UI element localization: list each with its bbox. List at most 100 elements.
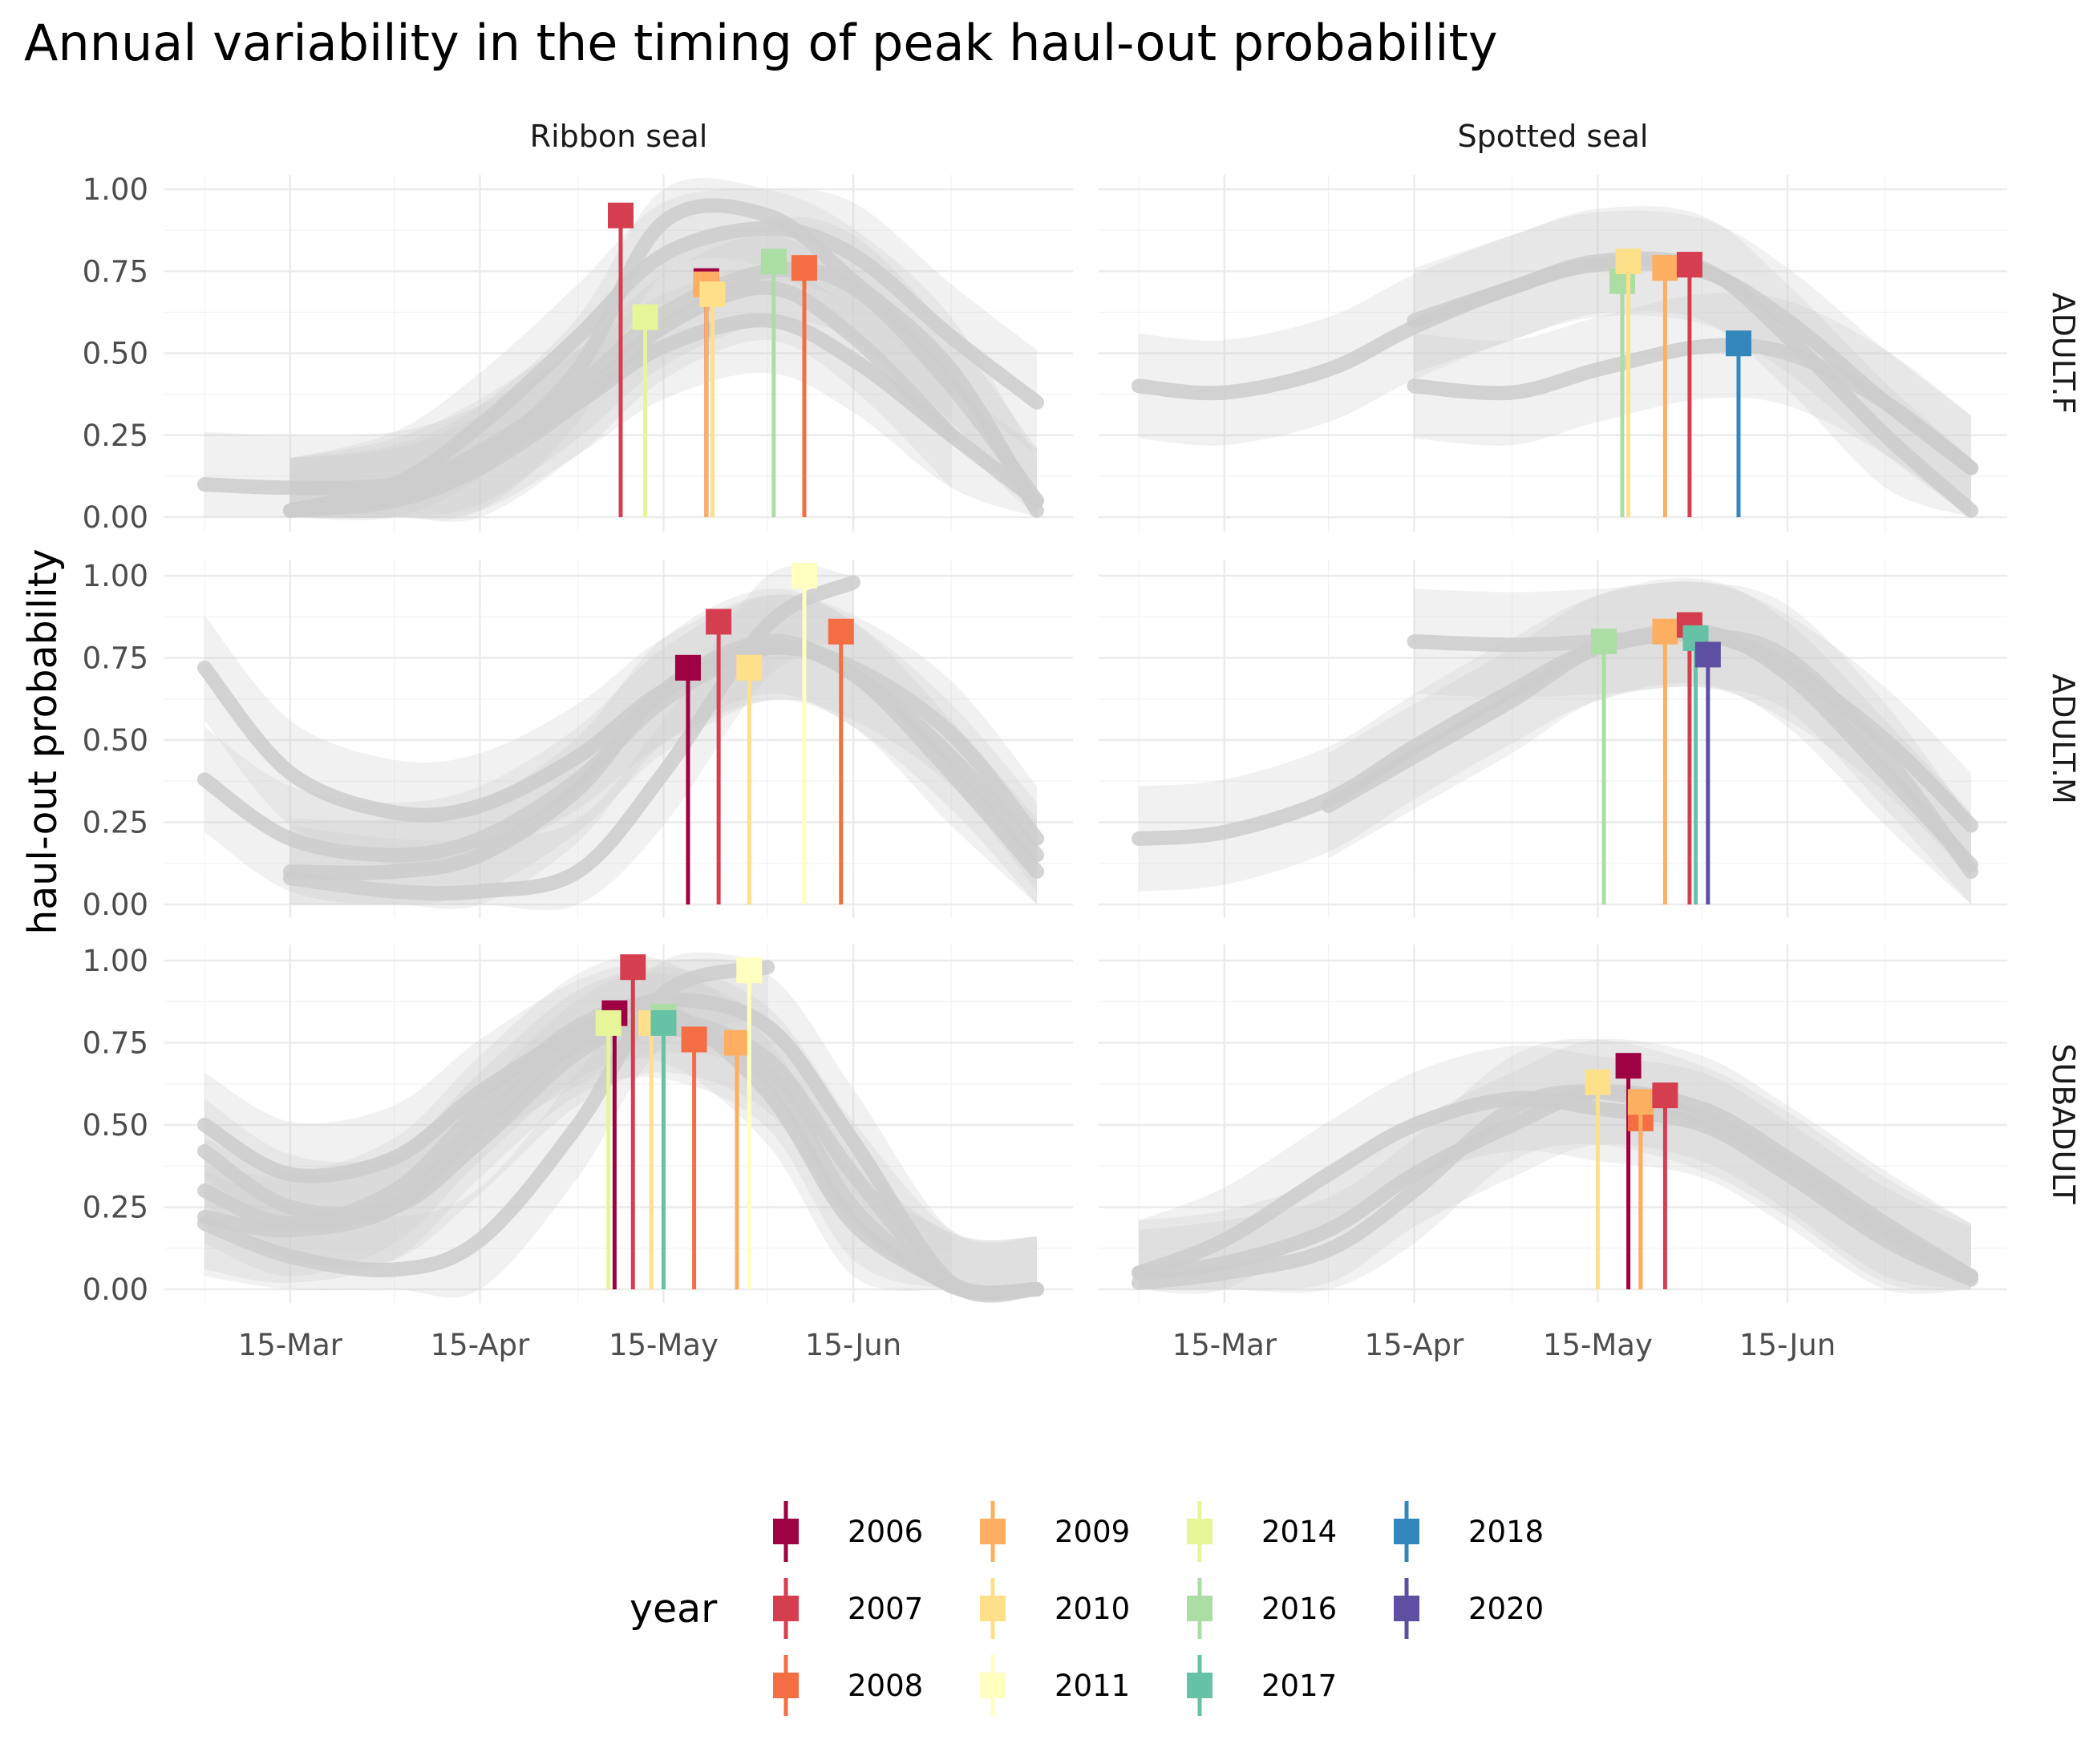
smoothed-curve bbox=[197, 313, 1044, 508]
panel-spotted-seal-adult-f bbox=[1099, 175, 2007, 532]
x-tick-label: 15-Apr bbox=[431, 1328, 530, 1362]
y-tick-label: 1.00 bbox=[83, 172, 148, 207]
legend-item-2007: 2007 bbox=[773, 1578, 923, 1639]
legend-key-marker bbox=[773, 1519, 799, 1544]
legend-item-2011: 2011 bbox=[980, 1655, 1130, 1716]
legend-label: 2018 bbox=[1468, 1515, 1544, 1549]
panel-spotted-seal-adult-m bbox=[1099, 560, 2007, 918]
peak-marker-2008 bbox=[791, 255, 817, 281]
y-tick-label: 1.00 bbox=[83, 944, 148, 978]
peak-marker-2007 bbox=[1652, 1082, 1678, 1109]
peak-marker-2010 bbox=[1585, 1069, 1611, 1095]
confidence-ribbon bbox=[1414, 581, 1971, 904]
y-tick-label: 0.50 bbox=[83, 337, 148, 371]
peak-marker-2017 bbox=[650, 1009, 677, 1036]
legend-item-2010: 2010 bbox=[980, 1578, 1130, 1639]
confidence-ribbon bbox=[289, 178, 1037, 520]
y-tick-label: 0.00 bbox=[83, 500, 148, 535]
peak-marker-2009 bbox=[1652, 618, 1678, 645]
confidence-ribbon bbox=[289, 564, 853, 911]
smoothed-curve bbox=[282, 633, 1044, 880]
confidence-ribbon bbox=[1139, 210, 1971, 517]
legend-label: 2010 bbox=[1055, 1592, 1130, 1626]
smoothed-curve bbox=[1132, 1084, 1978, 1290]
peak-marker-2008 bbox=[828, 618, 854, 645]
smoothed-curve bbox=[282, 221, 1044, 518]
legend-key-marker bbox=[980, 1596, 1006, 1621]
smoothed-curve bbox=[197, 640, 1044, 879]
legend-label: 2007 bbox=[848, 1592, 923, 1626]
peak-marker-2016 bbox=[1591, 629, 1617, 654]
legend-item-2008: 2008 bbox=[773, 1655, 923, 1716]
panel-ribbon-seal-subadult: 0.00 0.25 0.50 0.75 1.00 15-Mar 15-Apr 15-May 15… bbox=[83, 944, 1073, 1362]
y-tick-label: 0.50 bbox=[83, 723, 148, 758]
peak-marker-2010 bbox=[1615, 248, 1642, 274]
legend-item-2018: 2018 bbox=[1394, 1501, 1544, 1562]
y-tick-label: 0.25 bbox=[83, 419, 148, 453]
legend-title: year bbox=[630, 1586, 718, 1632]
peak-marker-2008 bbox=[681, 1026, 707, 1053]
smoothed-curve bbox=[282, 261, 1044, 518]
smoothed-curve bbox=[1132, 1090, 1978, 1287]
legend-key-marker bbox=[980, 1519, 1006, 1544]
legend-label: 2011 bbox=[1055, 1669, 1130, 1703]
peak-marker-2018 bbox=[1725, 330, 1751, 357]
legend-key-marker bbox=[1187, 1673, 1213, 1698]
peak-marker-2009 bbox=[1627, 1089, 1654, 1115]
confidence-ribbon bbox=[1139, 1045, 1971, 1294]
panel-ribbon-seal-adult-f: 0.00 0.25 0.50 0.75 1.00 bbox=[83, 172, 1073, 535]
strip-label-subadult: SUBADULT bbox=[2046, 1043, 2081, 1204]
peak-marker-2011 bbox=[791, 563, 817, 589]
y-tick-label: 0.00 bbox=[83, 888, 148, 922]
peak-marker-2016 bbox=[760, 248, 787, 274]
y-tick-label: 0.75 bbox=[83, 641, 148, 676]
peak-marker-2014 bbox=[632, 304, 658, 330]
legend-key-marker bbox=[773, 1596, 799, 1621]
x-tick-label: 15-Apr bbox=[1365, 1328, 1464, 1362]
peak-marker-2010 bbox=[699, 281, 726, 307]
legend: year 2006 2007 2008 2009 2010 2011 2014 2016 201… bbox=[630, 1501, 1544, 1716]
legend-key-marker bbox=[1394, 1519, 1419, 1544]
peak-marker-2007 bbox=[620, 954, 646, 981]
legend-key-marker bbox=[1187, 1519, 1213, 1544]
legend-label: 2006 bbox=[848, 1515, 923, 1549]
confidence-ribbon bbox=[1328, 577, 1971, 904]
y-tick-label: 0.25 bbox=[83, 806, 148, 840]
strip-label-spotted-seal: Spotted seal bbox=[1458, 119, 1649, 154]
smoothed-curve bbox=[197, 997, 959, 1293]
smoothed-curve bbox=[1407, 251, 1978, 518]
peak-marker-2011 bbox=[736, 957, 763, 984]
peak-marker-2006 bbox=[674, 654, 701, 681]
x-tick-label: 15-Jun bbox=[1739, 1328, 1836, 1362]
strip-label-ribbon-seal: Ribbon seal bbox=[530, 119, 708, 154]
smoothed-curve bbox=[282, 280, 959, 518]
chart-title: Annual variability in the timing of peak… bbox=[24, 14, 1498, 72]
confidence-ribbon bbox=[204, 967, 1037, 1294]
x-tick-label: 15-May bbox=[609, 1328, 719, 1362]
smoothed-curve bbox=[282, 575, 860, 901]
legend-label: 2014 bbox=[1261, 1515, 1337, 1549]
legend-key-marker bbox=[980, 1673, 1006, 1698]
x-tick-label: 15-Jun bbox=[805, 1328, 901, 1362]
confidence-ribbon bbox=[1139, 1038, 1971, 1293]
x-tick-label: 15-Mar bbox=[1172, 1328, 1277, 1362]
legend-label: 2020 bbox=[1468, 1592, 1544, 1626]
legend-key-marker bbox=[1394, 1596, 1419, 1621]
peak-marker-2007 bbox=[706, 609, 732, 635]
panel-spotted-seal-subadult: 15-Mar 15-Apr 15-May 15-Jun bbox=[1099, 945, 2007, 1362]
legend-label: 2016 bbox=[1261, 1592, 1337, 1626]
y-tick-label: 0.75 bbox=[83, 1026, 148, 1061]
y-tick-label: 0.25 bbox=[83, 1191, 148, 1225]
legend-item-2017: 2017 bbox=[1187, 1655, 1337, 1716]
legend-item-2014: 2014 bbox=[1187, 1501, 1337, 1562]
legend-key-marker bbox=[773, 1673, 799, 1698]
legend-item-2020: 2020 bbox=[1394, 1578, 1544, 1639]
legend-label: 2009 bbox=[1055, 1515, 1130, 1549]
peak-marker-2006 bbox=[1615, 1053, 1642, 1079]
panel-ribbon-seal-adult-m: 0.00 0.25 0.50 0.75 1.00 bbox=[83, 559, 1073, 922]
y-tick-label: 0.00 bbox=[83, 1272, 148, 1307]
legend-item-2016: 2016 bbox=[1187, 1578, 1337, 1639]
peak-marker-2007 bbox=[1676, 252, 1702, 278]
legend-item-2006: 2006 bbox=[773, 1501, 923, 1562]
legend-key-marker bbox=[1187, 1596, 1213, 1621]
